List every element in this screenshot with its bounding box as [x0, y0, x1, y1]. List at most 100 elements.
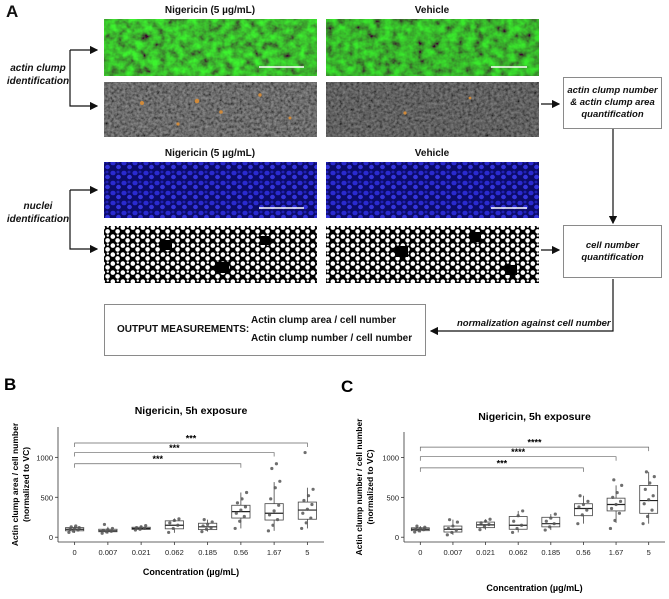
y-tick-label: 0: [395, 533, 399, 542]
data-point: [144, 524, 148, 528]
data-point: [110, 526, 115, 531]
x-tick-label: 0.021: [476, 548, 495, 557]
data-point: [310, 502, 314, 507]
data-point: [267, 513, 272, 517]
data-point: [233, 526, 237, 531]
data-point: [275, 518, 280, 522]
data-point: [482, 525, 487, 529]
data-point: [105, 530, 109, 534]
y-tick-label: 0: [49, 533, 53, 542]
data-point: [272, 509, 276, 513]
data-point: [613, 518, 617, 523]
data-point: [586, 499, 590, 503]
data-point: [418, 526, 422, 531]
nuclei-image-nigericin: [104, 162, 317, 218]
data-point: [101, 528, 105, 533]
data-point: [512, 519, 516, 523]
significance-label: ****: [527, 438, 542, 448]
vehicle-column-title-2: Vehicle: [414, 148, 450, 159]
data-point: [445, 533, 449, 537]
data-point: [311, 487, 315, 491]
data-point: [200, 530, 204, 534]
data-point: [244, 490, 249, 495]
data-point: [68, 527, 72, 531]
data-point: [304, 521, 308, 525]
data-point: [651, 494, 655, 498]
data-point: [643, 487, 647, 491]
microscopy-images: [104, 19, 539, 218]
data-point: [273, 486, 277, 490]
data-point: [139, 525, 143, 529]
data-point: [171, 526, 175, 531]
chart-title: Nigericin, 5h exposure: [478, 411, 591, 423]
data-point: [455, 520, 460, 524]
panel-letter: C: [341, 377, 353, 396]
data-point: [516, 514, 520, 518]
data-point: [650, 508, 654, 512]
nigericin-column-title: Nigericin (5 µg/mL): [164, 5, 256, 16]
data-point: [269, 497, 273, 501]
data-point: [239, 508, 243, 512]
data-point: [483, 519, 488, 523]
significance-bracket: [74, 442, 308, 447]
y-axis-label: Actin clump area / cell number: [10, 422, 20, 546]
data-point: [612, 478, 616, 482]
output-title: OUTPUT MEASUREMENTS:: [117, 324, 250, 335]
data-point: [168, 521, 172, 525]
data-point: [134, 526, 139, 530]
significance-label: ****: [511, 447, 526, 457]
x-tick-label: 0.56: [234, 548, 249, 557]
actin-identification-label: actin clump identification: [6, 63, 70, 87]
x-tick-label: 0: [418, 548, 422, 557]
data-point: [303, 450, 307, 455]
data-point: [454, 528, 458, 532]
data-point: [74, 524, 78, 528]
significance-bracket: [419, 467, 584, 472]
data-point: [277, 503, 281, 507]
actin-clump-image-vehicle: [326, 82, 539, 137]
nuclei-identification-label: nuclei identification: [6, 201, 70, 225]
data-point: [544, 519, 548, 523]
x-tick-label: 5: [647, 548, 651, 557]
data-point: [270, 466, 274, 471]
data-point: [615, 490, 619, 495]
data-point: [515, 526, 519, 531]
data-point: [201, 524, 205, 528]
data-point: [76, 528, 80, 532]
data-point: [274, 462, 279, 466]
data-point: [549, 516, 553, 520]
data-point: [243, 505, 248, 509]
data-point: [204, 527, 209, 531]
x-tick-label: 1.67: [267, 548, 282, 557]
panel-letter: B: [4, 375, 16, 394]
x-tick-label: 0.185: [541, 548, 560, 557]
data-point: [206, 522, 210, 527]
y-tick-label: 500: [40, 493, 53, 502]
actin-clump-image-nigericin: [104, 82, 317, 137]
nuclei-mask-images: [104, 226, 539, 283]
output-area-per-cell: Actin clump area / cell number: [251, 315, 397, 326]
y-axis-label-2: (normalized to VC): [21, 447, 31, 522]
data-point: [278, 479, 282, 483]
data-point: [479, 521, 483, 525]
data-point: [577, 505, 581, 509]
data-point: [447, 518, 452, 522]
data-point: [543, 528, 547, 532]
nigericin-column-title-2: Nigericin (5 µg/mL): [164, 148, 256, 159]
data-point: [620, 483, 624, 488]
data-point: [302, 498, 306, 503]
data-point: [167, 530, 171, 535]
data-point: [611, 495, 615, 499]
data-point: [106, 528, 110, 532]
significance-bracket: [419, 446, 650, 452]
data-point: [73, 526, 77, 531]
data-point: [309, 516, 313, 520]
data-point: [618, 499, 623, 503]
significance-bracket: [74, 463, 242, 468]
data-point: [266, 529, 271, 533]
data-point: [417, 529, 421, 533]
data-point: [100, 531, 104, 535]
x-tick-label: 1.67: [609, 548, 624, 557]
data-point: [641, 522, 645, 526]
